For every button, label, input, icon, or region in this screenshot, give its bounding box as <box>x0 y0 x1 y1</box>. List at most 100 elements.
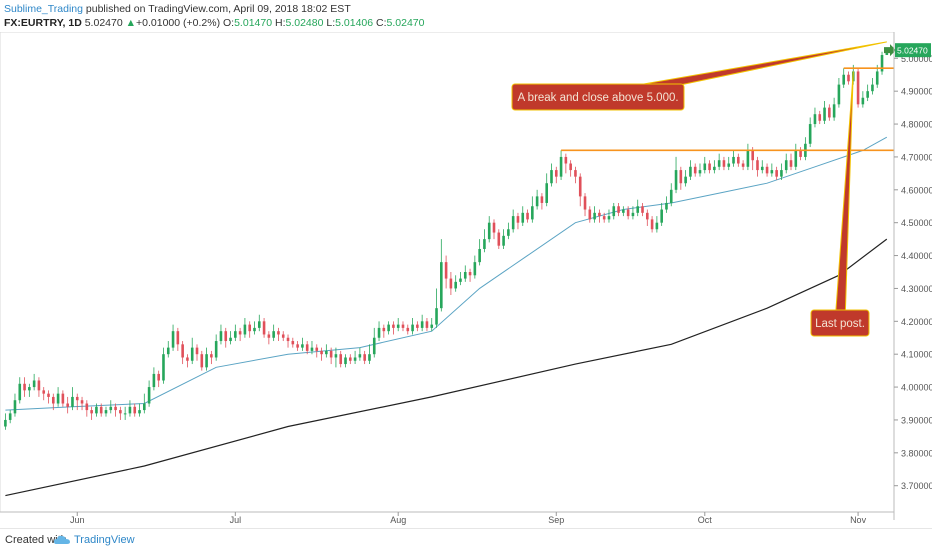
y-tick-label: 4.80000 <box>901 120 932 130</box>
candle <box>387 321 390 335</box>
candle-body <box>310 347 314 351</box>
candle <box>583 193 587 217</box>
candle <box>190 337 194 365</box>
candle-body <box>521 212 525 223</box>
candle <box>416 321 419 332</box>
candle <box>799 147 802 161</box>
candle-body <box>617 206 620 213</box>
candle-body <box>607 216 611 220</box>
candle <box>693 163 697 177</box>
candle <box>598 209 601 223</box>
candle-body <box>636 206 640 213</box>
candle-body <box>449 278 453 289</box>
candle-body <box>641 206 644 213</box>
candle <box>468 268 472 282</box>
candle-body <box>162 354 165 381</box>
candle <box>483 229 486 253</box>
y-tick-label: 4.00000 <box>901 383 932 393</box>
candle <box>660 202 663 226</box>
candle <box>727 156 731 171</box>
candle-body <box>713 166 716 171</box>
ohlc-line: FX:EURTRY, 1D 5.02470 ▲+0.01000 (+0.2%) … <box>4 17 425 29</box>
candle <box>425 318 429 332</box>
x-tick-label: Nov <box>850 515 867 525</box>
y-tick-label: 4.90000 <box>901 87 932 97</box>
y-tick-label: 5.00000 <box>901 54 932 64</box>
callout-text: A break and close above 5.000. <box>517 92 678 104</box>
candle-body <box>502 235 505 246</box>
candle <box>770 163 774 177</box>
candle <box>128 400 132 417</box>
candle-body <box>856 71 860 105</box>
candle <box>382 324 386 338</box>
candle-body <box>602 216 606 220</box>
candle <box>622 206 625 217</box>
candle <box>214 334 218 361</box>
y-tick-label: 4.20000 <box>901 317 932 327</box>
symbol-label[interactable]: FX:EURTRY, 1D <box>4 17 82 29</box>
author-link[interactable]: Sublime_Trading <box>4 3 83 15</box>
candle-body <box>253 327 256 332</box>
candle <box>66 396 69 414</box>
y-tick-label: 3.80000 <box>901 448 932 458</box>
y-tick-label: 4.30000 <box>901 284 932 294</box>
candle <box>564 153 568 174</box>
open-label: O: <box>223 17 235 29</box>
candle-body <box>737 156 740 164</box>
y-tick-label: 3.70000 <box>901 481 932 491</box>
candle <box>186 354 189 368</box>
candle-body <box>219 331 223 342</box>
candle <box>18 377 22 404</box>
candle <box>574 166 577 184</box>
candle <box>229 331 232 345</box>
candle-body <box>387 324 390 332</box>
candle <box>109 400 113 414</box>
candle-body <box>717 160 721 167</box>
y-tick-label: 4.50000 <box>901 218 932 228</box>
candle <box>8 410 12 424</box>
candle-body <box>133 406 137 414</box>
x-tick-label: Sep <box>548 515 564 525</box>
candle <box>784 153 788 174</box>
candle <box>626 206 630 220</box>
candle-body <box>205 354 208 368</box>
callout-box <box>810 309 870 337</box>
candle <box>492 219 496 240</box>
candle <box>248 321 252 338</box>
ma200-line <box>5 238 888 497</box>
candle <box>257 314 261 332</box>
candle <box>746 143 750 171</box>
candle <box>157 370 160 388</box>
candle <box>238 327 242 342</box>
candle-body <box>655 222 659 230</box>
candle <box>166 341 170 358</box>
candle-body <box>214 341 218 358</box>
change-arrow-icon: ▲ <box>125 17 137 29</box>
candle-body <box>583 196 587 210</box>
candle-body <box>320 350 323 355</box>
candle-body <box>837 84 841 105</box>
candle-body <box>277 331 280 335</box>
candle <box>516 212 520 230</box>
candle <box>823 101 826 125</box>
low-label: L: <box>326 17 336 29</box>
candle-body <box>492 222 496 233</box>
candle-body <box>842 74 846 85</box>
candle-body <box>693 166 697 174</box>
candle-body <box>382 327 386 332</box>
tradingview-brand-link[interactable]: TradingView <box>74 534 135 546</box>
annotation-break-close: A break and close above 5.000. <box>511 41 887 111</box>
candle <box>200 350 204 371</box>
publish-line: Sublime_Trading published on TradingView… <box>4 3 351 15</box>
candle <box>473 255 477 279</box>
candle-body <box>51 396 55 404</box>
candle <box>717 153 721 171</box>
candle-body <box>80 400 84 404</box>
candle <box>262 318 266 338</box>
candle-body <box>789 160 793 167</box>
price-chart[interactable]: A break and close above 5.000. Last post.… <box>0 32 932 528</box>
candle-body <box>760 166 764 171</box>
candle <box>765 163 769 177</box>
candle <box>147 380 151 407</box>
candle-body <box>114 406 117 411</box>
